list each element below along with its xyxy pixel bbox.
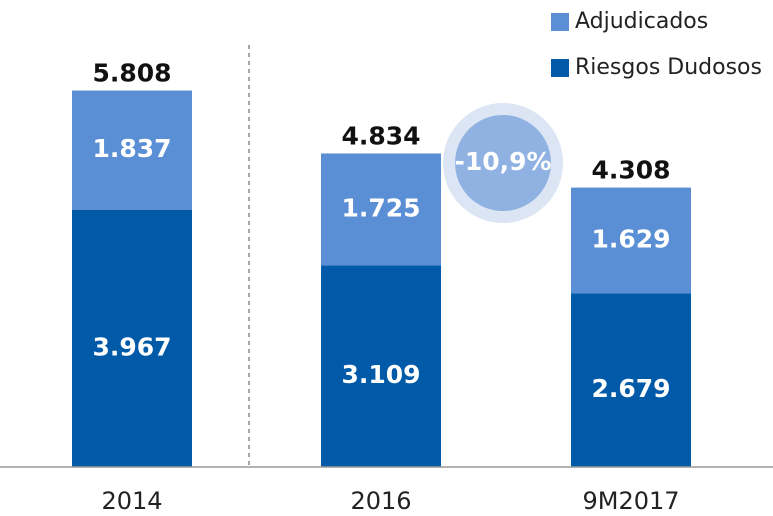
x-tick-label: 2016 [350, 487, 411, 515]
value-label: 1.629 [591, 224, 670, 253]
annotation: -10,9% [454, 147, 551, 176]
value-label: 3.967 [92, 332, 171, 361]
legend-label: Adjudicados [575, 9, 708, 34]
legend-swatch [551, 13, 569, 31]
annotation-circle [455, 115, 551, 211]
value-label: 2.679 [591, 374, 670, 403]
total-label: 5.808 [92, 58, 171, 87]
total-label: 4.834 [341, 121, 420, 150]
x-tick-label: 9M2017 [582, 487, 679, 515]
legend-swatch [551, 59, 569, 77]
bar [72, 90, 192, 210]
legend-label: Riesgos Dudosos [575, 55, 762, 80]
bar [321, 153, 441, 266]
bar [72, 209, 192, 467]
total-label: 4.308 [591, 156, 670, 185]
bar [571, 187, 691, 294]
x-tick-label: 2014 [101, 487, 162, 515]
value-label: 1.837 [92, 134, 171, 163]
bar [321, 265, 441, 467]
value-label: 1.725 [341, 193, 420, 222]
value-label: 3.109 [341, 360, 420, 389]
bar [571, 293, 691, 467]
